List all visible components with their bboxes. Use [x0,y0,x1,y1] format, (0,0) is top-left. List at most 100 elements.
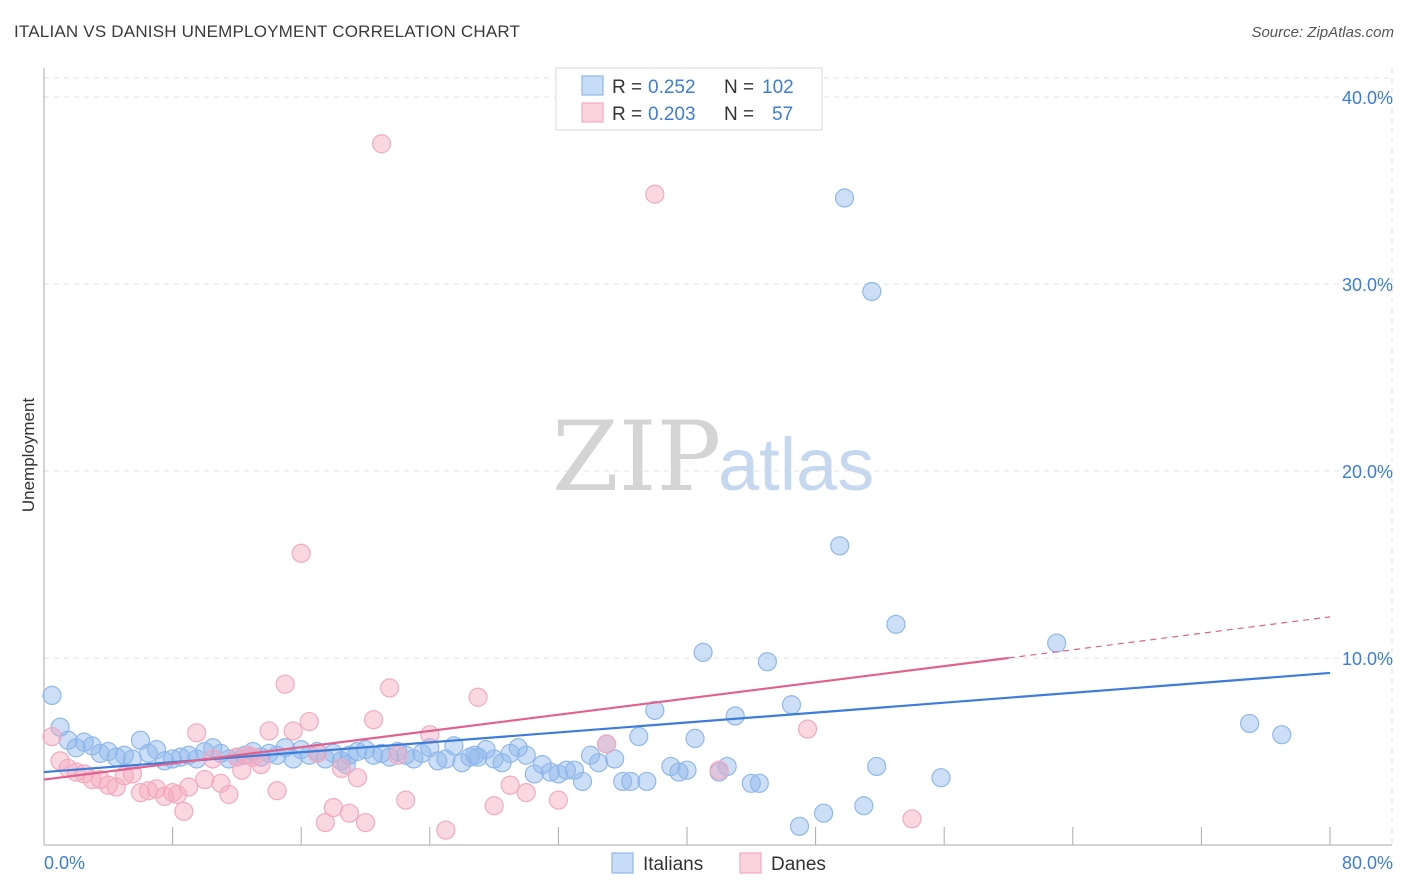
danes-point [167,784,188,805]
danes-point [355,812,376,833]
legend-swatch-italians [581,75,604,96]
danes-point [597,734,617,754]
italians-point [757,652,777,672]
italians-point [886,614,906,634]
italians-point [931,768,951,788]
italians-point [629,726,649,747]
danes-point [130,783,151,803]
danes-point [347,768,368,788]
italians-point [677,760,697,780]
italians-point [830,536,850,556]
danes-point [709,760,729,780]
italians-point [637,771,657,792]
italians-point [605,749,625,769]
danes-point [797,719,818,739]
legend-n-label-danes: N = [724,104,754,125]
danes-point [331,758,351,778]
italians-point [789,816,810,836]
danes-point [380,678,400,698]
danes-point [106,777,126,797]
italians-point [42,685,62,706]
danes-point [468,687,488,707]
danes-point [291,543,311,563]
bottom-legend-swatch-italians [611,852,634,874]
chart-title: ITALIAN VS DANISH UNEMPLOYMENT CORRELATI… [14,22,521,41]
legend-r-label-italians: R = [612,77,642,98]
italians-point [645,700,665,720]
italians-point [725,706,745,726]
danes-point [363,710,384,730]
danes-point [307,743,327,763]
danes-point [195,769,215,790]
legend-r-value-italians: 0.252 [648,77,696,98]
danes-point [388,745,408,765]
legend-r-label-danes: R = [612,104,642,125]
danes-point [267,781,287,801]
danes-point [548,790,569,810]
x-tick-label: 0.0% [44,853,85,873]
danes-point [645,184,665,204]
danes-point [251,754,271,775]
danes-point [146,779,167,799]
italians-point [621,771,641,792]
danes-point [219,784,239,805]
y-axis-label: Unemployment [19,398,38,513]
legend-box: R = 0.252 N = 102 R = 0.203 N = 57 [555,67,823,131]
italians-point [516,745,536,765]
danes-point [174,801,194,821]
danes-point [323,797,343,818]
italians-point [834,188,855,208]
italians-point [90,743,110,763]
italians-point [613,771,633,792]
danes-point [179,777,199,797]
legend-n-value-danes: 57 [772,104,793,125]
y-tick-label: 40.0% [1342,88,1393,108]
danes-trend-line [43,656,1009,781]
italians-point [468,747,488,767]
danes-point [98,775,118,795]
italians-point [693,642,713,662]
y-tick-labels: 10.0% 20.0% 30.0% 40.0% [1342,88,1393,669]
chart-source: Source: ZipAtlas.com [1251,24,1394,41]
x-tick-labels: 0.0% 80.0% [44,853,1393,873]
danes-point [283,721,303,741]
series-italians-points [42,188,1292,836]
y-tick-label: 20.0% [1342,462,1393,482]
italians-point [146,740,167,760]
italians-point [588,753,609,773]
italians-point [465,745,485,765]
italians-point [1240,713,1260,734]
italians-point [814,803,834,823]
danes-point [42,726,62,747]
italians-point [556,760,577,780]
y-tick-label: 30.0% [1342,275,1393,295]
danes-point [315,812,335,833]
bottom-legend-swatch-danes [739,852,762,874]
danes-point [339,803,360,823]
italians-point [58,730,78,750]
danes-point [371,134,392,154]
italians-point [572,771,593,792]
italians-point [580,745,601,765]
danes-point [211,773,231,793]
legend-n-label-italians: N = [724,77,754,98]
danes-point [396,790,416,810]
danes-point [275,674,295,694]
italians-point [532,754,552,775]
danes-point [500,775,520,795]
italians-point [540,762,560,782]
danes-point [436,820,456,840]
danes-point [299,711,319,732]
italians-point [781,695,802,715]
trend-lines [43,616,1331,781]
danes-point [516,783,536,803]
y-tick-label: 10.0% [1342,649,1393,669]
legend-swatch-danes [581,102,604,123]
danes-point [484,796,504,816]
italians-point [862,281,882,302]
italians-point [741,773,761,793]
legend-r-value-danes: 0.203 [648,104,696,125]
italians-point [854,796,874,816]
italians-point [669,762,689,782]
